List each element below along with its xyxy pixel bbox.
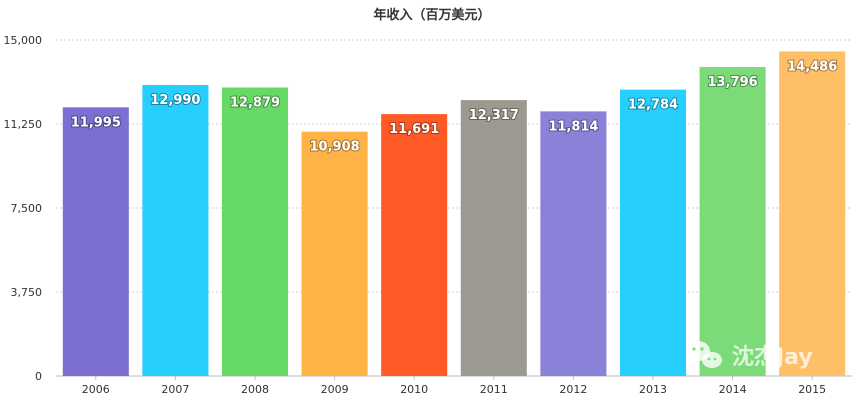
x-axis-ticks: 2006 2007 2008 2009 2010 2011 2012 2013 2014 2015 bbox=[82, 376, 826, 396]
bar bbox=[301, 131, 368, 376]
y-tick-label: 7,500 bbox=[11, 202, 43, 215]
data-label: 10,908 bbox=[310, 140, 360, 155]
x-tick-label: 2007 bbox=[161, 383, 189, 396]
x-tick-label: 2014 bbox=[719, 383, 747, 396]
x-tick-label: 2010 bbox=[400, 383, 428, 396]
y-axis-ticks: 0 3,750 7,500 11,250 15,000 bbox=[4, 34, 43, 383]
x-tick-label: 2013 bbox=[639, 383, 667, 396]
y-tick-label: 15,000 bbox=[4, 34, 43, 47]
y-tick-label: 0 bbox=[35, 370, 42, 383]
chart-title: 年收入（百万美元） bbox=[373, 7, 490, 23]
data-label: 11,995 bbox=[71, 115, 121, 130]
bar bbox=[779, 51, 846, 376]
bar bbox=[460, 100, 527, 377]
y-tick-label: 3,750 bbox=[11, 286, 43, 299]
bar bbox=[142, 85, 209, 377]
bars bbox=[62, 51, 846, 377]
x-tick-label: 2012 bbox=[559, 383, 587, 396]
bar bbox=[699, 66, 766, 376]
x-tick-label: 2011 bbox=[480, 383, 508, 396]
bar bbox=[619, 89, 687, 376]
y-tick-label: 11,250 bbox=[4, 118, 43, 131]
bar bbox=[62, 107, 129, 376]
bar bbox=[221, 87, 289, 376]
data-labels: 11,995 12,990 12,879 10,908 11,691 12,317 11,8… bbox=[70, 59, 839, 156]
x-tick-label: 2006 bbox=[82, 383, 110, 396]
data-label: 11,691 bbox=[389, 122, 439, 137]
x-tick-label: 2009 bbox=[321, 383, 349, 396]
x-tick-label: 2015 bbox=[798, 383, 826, 396]
data-label: 12,317 bbox=[469, 108, 519, 123]
data-label: 14,486 bbox=[787, 60, 837, 75]
watermark: 沈杰Jay bbox=[686, 341, 813, 370]
data-label: 12,879 bbox=[230, 96, 280, 111]
data-label: 12,990 bbox=[150, 93, 200, 108]
data-label: 12,784 bbox=[628, 98, 678, 113]
watermark-text: 沈杰Jay bbox=[732, 345, 813, 370]
x-tick-label: 2008 bbox=[241, 383, 269, 396]
data-label: 11,814 bbox=[548, 119, 598, 134]
bar bbox=[540, 111, 607, 377]
bar bbox=[381, 114, 448, 377]
data-label: 13,796 bbox=[708, 75, 758, 90]
wechat-icon bbox=[686, 341, 722, 368]
